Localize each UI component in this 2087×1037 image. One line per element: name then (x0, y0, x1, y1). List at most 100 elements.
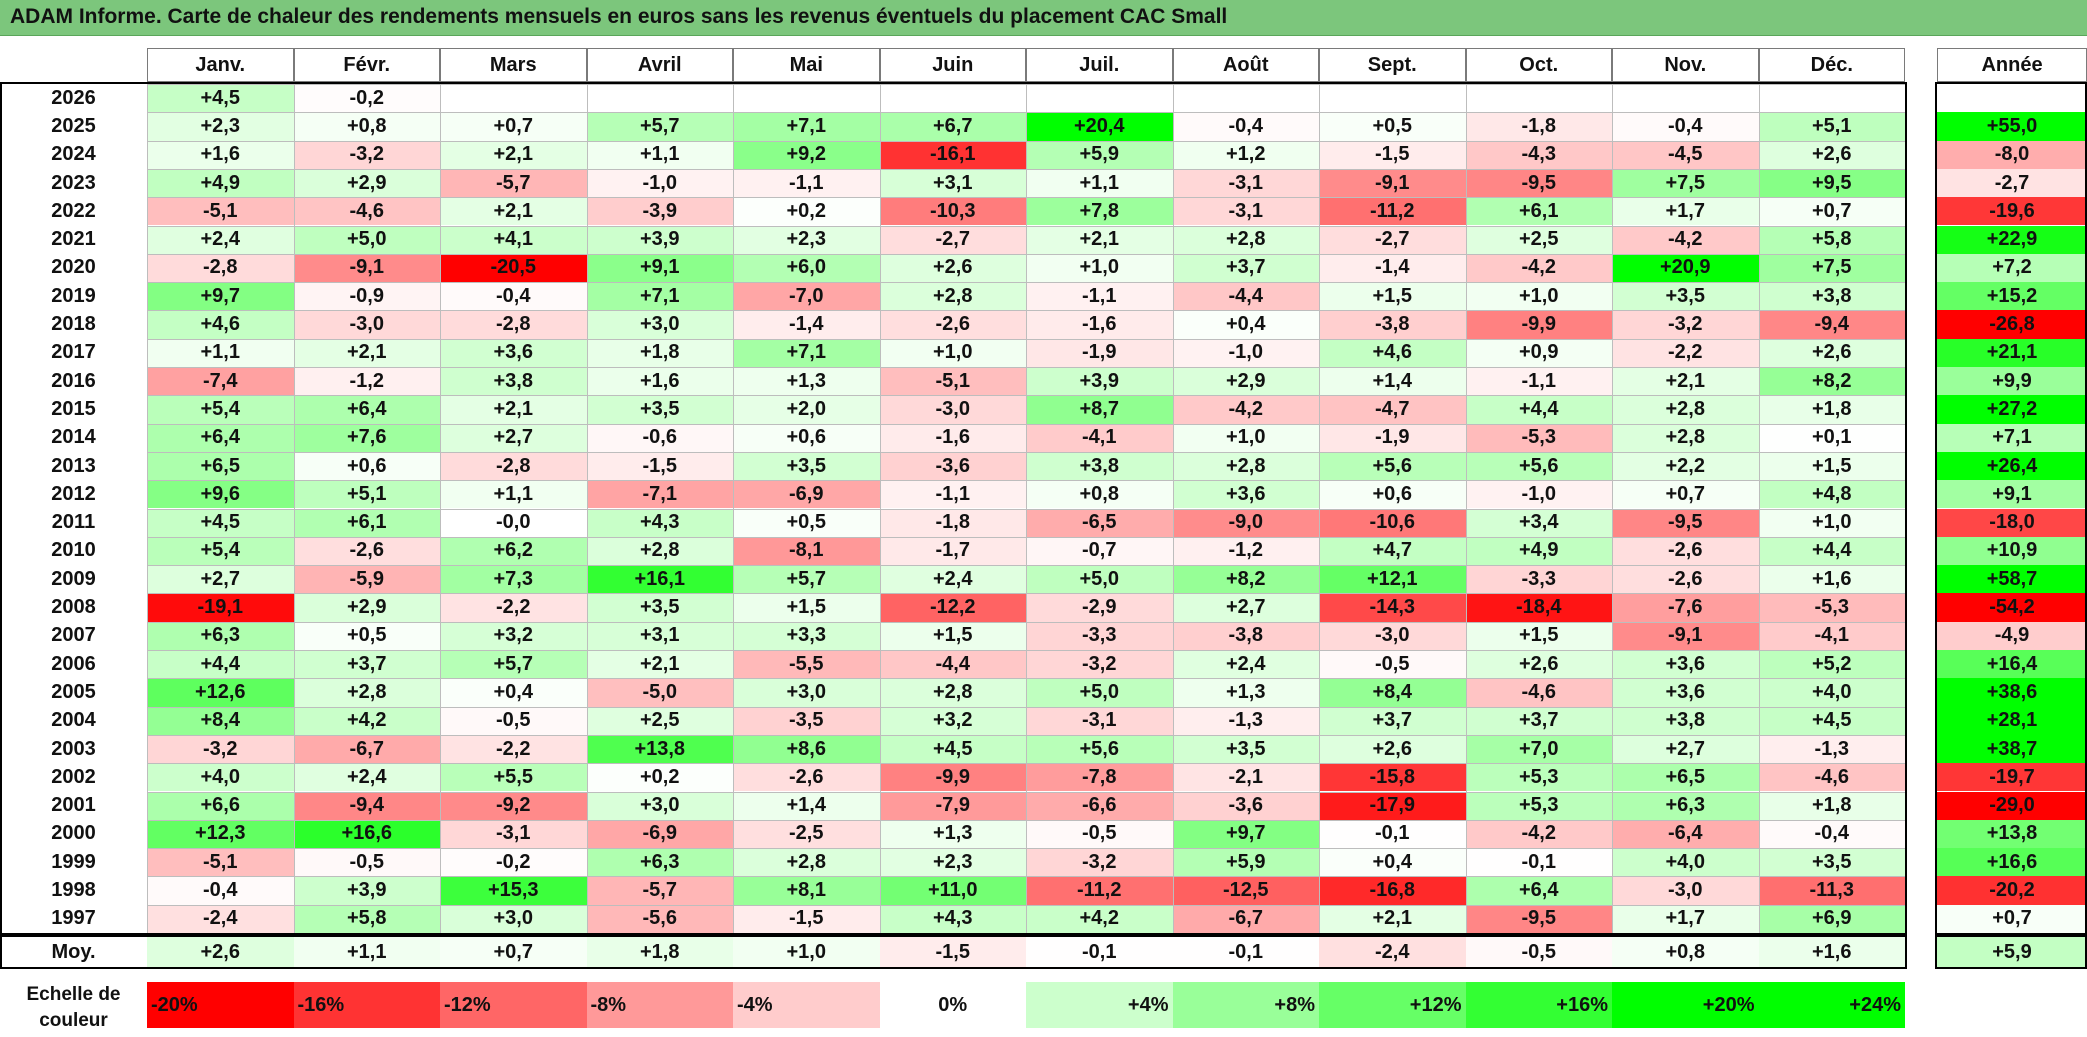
annual-cell: -19,6 (1937, 197, 2087, 226)
heatmap-cell: +1,2 (1172, 140, 1319, 169)
heatmap-cell: -1,5 (1319, 140, 1466, 169)
heatmap-cell: -1,5 (586, 451, 733, 481)
heatmap-cell: -15,8 (1319, 763, 1466, 792)
heatmap-cell: +0,7 (1612, 480, 1759, 509)
year-label: 2012 (0, 480, 147, 509)
heatmap-cell: +3,0 (586, 310, 733, 339)
annual-cell: +16,6 (1937, 848, 2087, 877)
grid-line (147, 140, 1905, 142)
heatmap-cell: +9,1 (586, 253, 733, 283)
heatmap-cell: +4,0 (1758, 678, 1905, 707)
heatmap-cell: +6,9 (1758, 904, 1905, 933)
heatmap-cell: -3,2 (1612, 310, 1759, 339)
heatmap-cell: +3,7 (1465, 706, 1612, 735)
heatmap-cell: +2,1 (440, 197, 587, 226)
heatmap-cell: -9,0 (1172, 508, 1319, 537)
heatmap-cell: +2,4 (879, 565, 1026, 594)
heatmap-cell: +5,7 (733, 565, 880, 594)
heatmap-cell: +1,1 (147, 338, 294, 367)
heatmap-cell: -4,1 (1758, 621, 1905, 650)
heatmap-cell: -2,2 (440, 593, 587, 622)
heatmap-cell: +5,5 (440, 763, 587, 792)
heatmap-cell: +2,1 (1319, 904, 1466, 933)
grid-line (147, 310, 1905, 312)
heatmap-cell: -0,2 (293, 84, 440, 113)
heatmap-cell: +8,2 (1758, 367, 1905, 396)
heatmap-cell: +8,7 (1026, 395, 1173, 424)
heatmap-cell: -3,8 (1319, 310, 1466, 339)
heatmap-cell: +3,3 (733, 621, 880, 650)
annual-cell: +55,0 (1937, 112, 2087, 141)
scale-step: +20% (1612, 982, 1759, 1028)
heatmap-cell: +9,5 (1758, 168, 1905, 198)
heatmap-cell: +1,7 (1612, 197, 1759, 226)
heatmap-cell: -0,5 (293, 848, 440, 877)
annual-cell: +38,7 (1937, 734, 2087, 764)
heatmap-cell: +2,1 (293, 338, 440, 367)
heatmap-cell: +3,9 (1026, 367, 1173, 396)
month-header: Avril (586, 48, 733, 82)
heatmap-cell: +0,5 (293, 621, 440, 650)
year-label: 2003 (0, 734, 147, 764)
heatmap-cell: -5,9 (293, 565, 440, 594)
heatmap-cell: +2,1 (1612, 367, 1759, 396)
heatmap-cell (1172, 84, 1319, 113)
grid-line (1905, 84, 1906, 933)
heatmap-cell: +4,2 (1026, 904, 1173, 933)
heatmap-cell: +16,1 (586, 565, 733, 594)
heatmap-cell: -4,2 (1612, 225, 1759, 254)
heatmap-cell: +11,0 (879, 876, 1026, 905)
heatmap-cell: -3,5 (733, 706, 880, 735)
heatmap-cell: +1,1 (586, 140, 733, 169)
heatmap-cell: +8,4 (147, 706, 294, 735)
heatmap-cell: +1,5 (733, 593, 880, 622)
heatmap-cell: +2,1 (1026, 225, 1173, 254)
heatmap-cell: -2,8 (147, 253, 294, 283)
annual-cell: -2,7 (1937, 168, 2087, 198)
grid-line (147, 876, 1905, 878)
heatmap-cell: -1,8 (1465, 112, 1612, 141)
month-header: Févr. (293, 48, 440, 82)
grid-line (147, 678, 1905, 680)
heatmap-cell: +5,8 (1758, 225, 1905, 254)
heatmap-cell: +3,9 (586, 225, 733, 254)
grid-line (147, 112, 1905, 114)
heatmap-cell: +20,9 (1612, 253, 1759, 283)
annual-cell: -54,2 (1937, 593, 2087, 622)
heatmap-cell: +1,5 (1465, 621, 1612, 650)
heatmap-cell: -6,7 (293, 734, 440, 764)
grid-line (147, 933, 1905, 934)
year-label: 2024 (0, 140, 147, 169)
heatmap-cell: +7,0 (1465, 734, 1612, 764)
year-label: 2001 (0, 791, 147, 820)
heatmap-cell: -9,1 (1612, 621, 1759, 650)
heatmap-cell: +4,5 (879, 734, 1026, 764)
heatmap-cell: +3,2 (440, 621, 587, 650)
annual-cell: +7,2 (1937, 253, 2087, 283)
heatmap-cell: +12,6 (147, 678, 294, 707)
heatmap-cell: -3,0 (879, 395, 1026, 424)
heatmap-cell: -9,9 (1465, 310, 1612, 339)
heatmap-cell: -3,2 (293, 140, 440, 169)
heatmap-cell: -2,8 (440, 451, 587, 481)
heatmap-cell: +2,4 (147, 225, 294, 254)
heatmap-cell: -3,0 (1612, 876, 1759, 905)
heatmap-cell: +7,1 (733, 112, 880, 141)
heatmap-cell: -6,9 (733, 480, 880, 509)
month-header: Août (1172, 48, 1319, 82)
heatmap-cell: +6,3 (1612, 791, 1759, 820)
heatmap-cell: +2,7 (1612, 734, 1759, 764)
heatmap-cell: +3,5 (1612, 282, 1759, 311)
grid-line (147, 367, 1905, 368)
heatmap-cell: +1,5 (1758, 451, 1905, 481)
heatmap-cell: +6,0 (733, 253, 880, 283)
heatmap-cell: -9,9 (879, 763, 1026, 792)
month-header: Nov. (1612, 48, 1759, 82)
average-cell: +0,8 (1612, 937, 1759, 967)
heatmap-cell: +2,9 (293, 168, 440, 198)
average-cell: +0,7 (440, 937, 587, 967)
heatmap-cell: +4,5 (1758, 706, 1905, 735)
year-label: 2007 (0, 621, 147, 650)
annual-cell: +16,4 (1937, 650, 2087, 679)
heatmap-cell: +1,8 (586, 338, 733, 367)
